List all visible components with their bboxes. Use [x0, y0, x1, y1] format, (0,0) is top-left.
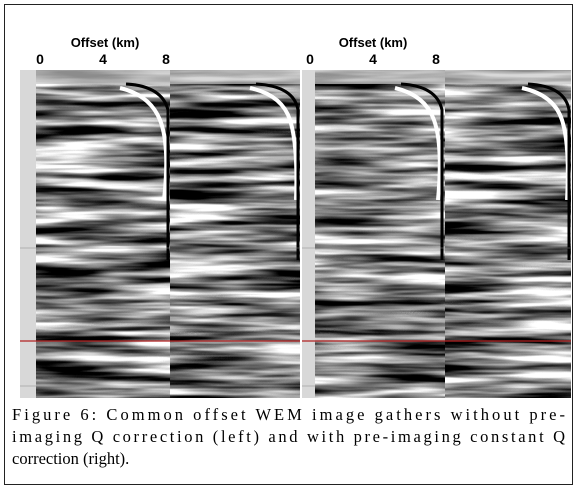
- event: [119, 86, 169, 201]
- caption-line: imaging Q correction (left) and with pre…: [12, 427, 565, 446]
- tick-label: 4: [99, 51, 107, 67]
- gather-image: [315, 70, 445, 398]
- gather-image: [170, 70, 300, 398]
- panel-left: Offset (km) 0 4 8: [20, 35, 300, 398]
- tick-label: 0: [306, 51, 314, 67]
- caption-line: correction (right).: [12, 449, 129, 468]
- depth-axis: [20, 70, 36, 398]
- gather-image: [445, 70, 571, 398]
- axis-label: Offset (km): [339, 35, 408, 50]
- gather-top: [36, 70, 300, 84]
- event: [249, 86, 299, 201]
- caption-line: Figure 6: Common offset WEM image gather…: [12, 405, 565, 424]
- depth-axis: [302, 70, 315, 398]
- gather-top: [315, 70, 571, 84]
- event: [125, 82, 170, 260]
- event: [527, 82, 571, 260]
- panel-right: Offset (km) 0 4 8: [302, 35, 571, 398]
- event: [400, 82, 444, 260]
- tick-label: 0: [36, 51, 44, 67]
- tick-label: 8: [432, 51, 440, 67]
- axis-label: Offset (km): [71, 35, 140, 50]
- gather-image: [36, 70, 170, 398]
- event: [394, 86, 442, 201]
- tick-label: 4: [369, 51, 377, 67]
- event: [255, 82, 300, 260]
- tick-label: 8: [162, 51, 170, 67]
